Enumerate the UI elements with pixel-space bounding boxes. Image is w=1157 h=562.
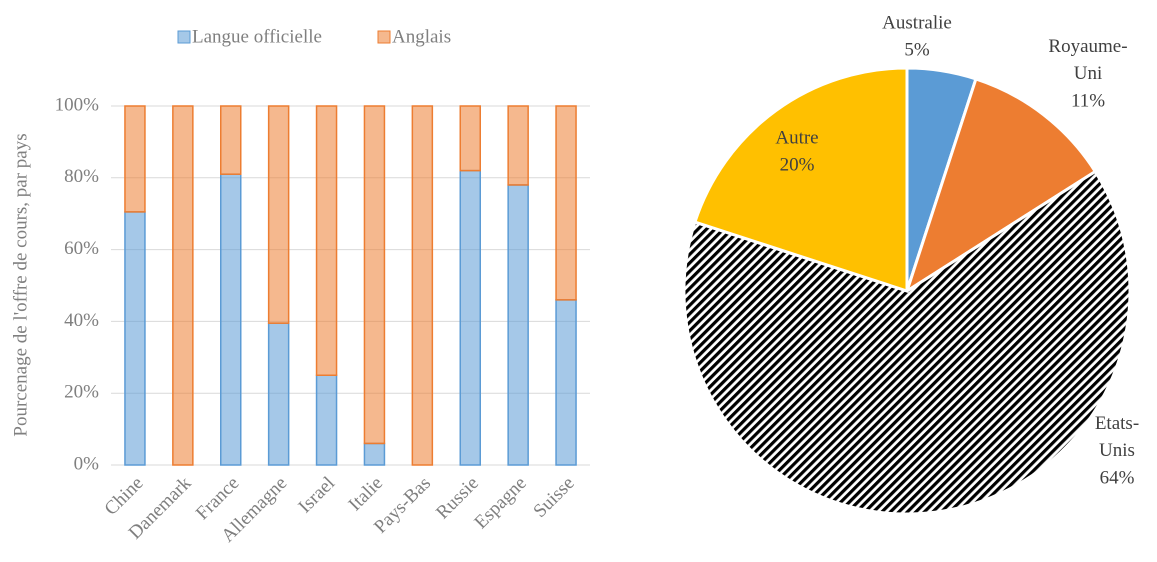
bar-segment [267, 322, 290, 466]
slice-value-label: 20% [780, 154, 815, 175]
bar-segment [315, 374, 338, 466]
bar-segment [315, 105, 338, 376]
y-axis-label: Pourcenage de l'offre de cours, par pays [10, 133, 31, 436]
bar-segment [507, 184, 529, 466]
slice-label: Royaume-Uni [1048, 36, 1127, 84]
slice-label: Etats-Unis [1095, 413, 1139, 461]
bar-segment [459, 105, 481, 172]
slice-value-label: 64% [1100, 467, 1135, 488]
legend-swatch [177, 30, 191, 44]
bar-segment [124, 105, 146, 213]
y-tick-label: 60% [64, 238, 99, 259]
bar-segment [507, 105, 529, 186]
bar-segment [124, 211, 146, 466]
bar-segment [172, 105, 194, 466]
pie-slice [904, 77, 1098, 295]
x-tick-label: Italie [345, 473, 387, 515]
bar-segment [267, 105, 290, 324]
slice-value-label: 11% [1071, 90, 1105, 111]
x-tick-label: Espagne [470, 473, 530, 533]
legend-label: Anglais [392, 26, 451, 47]
slice-label: Australie [882, 12, 952, 33]
y-tick-label: 80% [64, 166, 99, 187]
pie-slice [682, 169, 1132, 516]
bar-segment [555, 105, 577, 301]
bar-segment [411, 105, 434, 466]
bar-segment [220, 105, 242, 175]
x-tick-label: Suisse [529, 473, 578, 522]
bar-segment [363, 442, 386, 466]
bar-segment [459, 169, 481, 466]
legend-swatch [377, 30, 391, 44]
y-tick-label: 100% [55, 94, 100, 115]
pie-slice [693, 66, 909, 294]
y-tick-label: 20% [64, 382, 99, 403]
y-tick-label: 0% [74, 453, 100, 474]
y-tick-label: 40% [64, 310, 99, 331]
bar-segment [555, 299, 577, 466]
slice-value-label: 5% [904, 39, 930, 60]
x-tick-label: Israel [294, 473, 339, 518]
slice-label: Autre [775, 127, 818, 148]
legend-label: Langue officielle [192, 26, 322, 47]
bar-segment [363, 105, 386, 445]
bar-segment [220, 173, 242, 466]
